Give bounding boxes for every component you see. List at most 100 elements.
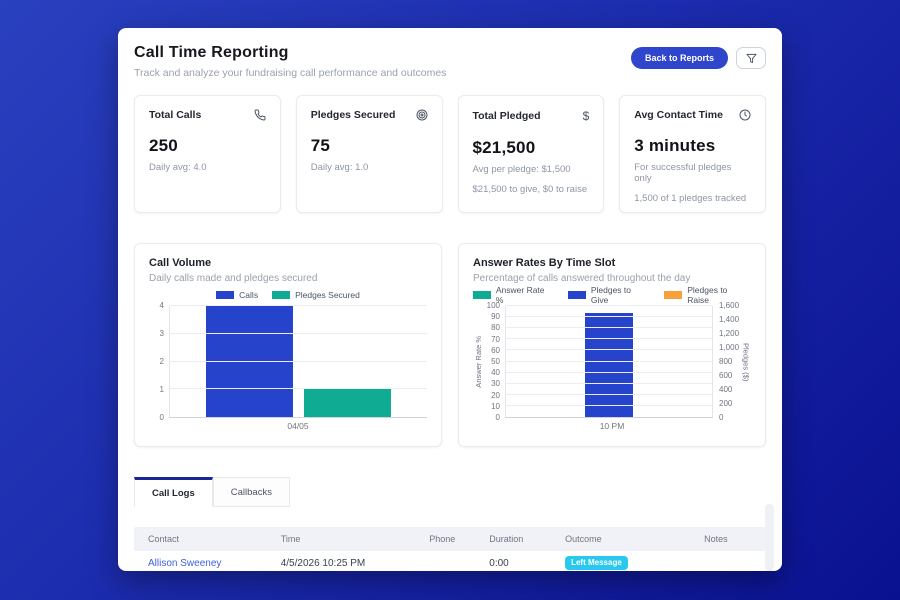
- right-y-tick-label: 1,000: [719, 343, 740, 352]
- chart-subtitle: Percentage of calls answered throughout …: [473, 273, 691, 284]
- bar-calls[interactable]: [205, 306, 294, 417]
- chart-title: Answer Rates By Time Slot: [473, 257, 616, 269]
- stat-label: Pledges Secured: [310, 109, 396, 121]
- bar-group: [170, 306, 427, 417]
- legend-label: Answer Rate %: [495, 285, 545, 305]
- stat-card-total-pledged: Total Pledged $ $21,500 Avg per pledge: …: [457, 95, 605, 213]
- right-y-tick-label: 600: [719, 371, 733, 380]
- dashboard-card: Call Time Reporting Track and analyze yo…: [118, 28, 782, 571]
- y-tick-label: 0: [159, 413, 164, 422]
- filter-button[interactable]: [736, 47, 766, 69]
- y-tick-label: 4: [159, 301, 164, 310]
- column-header-outcome: Outcome: [565, 534, 602, 544]
- right-axis-title: Pledges ($): [741, 342, 751, 382]
- duration-cell: 0:00: [489, 557, 509, 569]
- bar-pledges-secured[interactable]: [303, 389, 391, 417]
- y-tick-label: 0: [495, 413, 500, 422]
- y-tick-label: 80: [491, 323, 500, 333]
- bar-group: [506, 306, 712, 417]
- legend-label: Pledges to Give: [590, 285, 632, 305]
- right-y-tick-label: 0: [719, 413, 724, 422]
- stats-row: Total Calls 250 Daily avg: 4.0 Pledges S…: [134, 95, 766, 213]
- legend-item-pledges-to-raise[interactable]: Pledges to Raise: [664, 285, 751, 305]
- stat-subtext: 1,500 of 1 pledges tracked: [634, 193, 747, 204]
- column-header-notes: Notes: [704, 534, 728, 544]
- stat-subtext: For successful pledges only: [634, 162, 732, 184]
- right-y-tick-label: 1,600: [719, 301, 740, 310]
- y-tick-label: 90: [491, 312, 500, 322]
- left-axis-title: Answer Rate %: [473, 336, 483, 388]
- right-y-tick-label: 1,200: [719, 329, 740, 338]
- tabs: Call Logs Callbacks: [134, 477, 766, 507]
- chart-legend: Answer Rate % Pledges to Give Pledges to R…: [473, 285, 751, 305]
- x-tick-label: 04/05: [287, 421, 309, 431]
- right-y-tick-label: 1,400: [719, 315, 740, 324]
- legend-swatch: [216, 291, 235, 299]
- answer-rates-chart: Answer Rates By Time Slot Percentage of …: [458, 243, 766, 447]
- table-row: Allison Sweeney 4/5/2026 10:25 PM 0:00 L…: [134, 551, 766, 571]
- right-y-tick-label: 800: [719, 357, 733, 366]
- legend-label: Pledges to Raise: [687, 285, 728, 305]
- stat-label: Total Calls: [149, 109, 202, 121]
- target-icon: [416, 109, 428, 121]
- y-tick-label: 100: [486, 301, 500, 310]
- legend-label: Pledges Secured: [295, 290, 360, 300]
- stat-subtext: Avg per pledge: $1,500: [472, 164, 571, 175]
- stat-label: Total Pledged: [472, 110, 541, 122]
- call-logs-table: Contact Time Phone Duration Outcome Note…: [134, 527, 766, 571]
- y-tick-label: 30: [491, 379, 500, 389]
- column-header-time: Time: [280, 534, 301, 544]
- dollar-icon: $: [582, 109, 590, 123]
- legend-item-calls[interactable]: Calls: [216, 290, 258, 300]
- back-to-reports-button[interactable]: Back to Reports: [630, 47, 728, 69]
- right-y-tick-label: 200: [719, 399, 733, 408]
- header-actions: Back to Reports: [630, 47, 766, 69]
- right-y-tick-label: 400: [719, 385, 733, 394]
- plot-area: [169, 305, 427, 418]
- legend-item-pledges-to-give[interactable]: Pledges to Give: [567, 285, 650, 305]
- table-scrollbar[interactable]: [765, 504, 774, 571]
- tab-callbacks[interactable]: Callbacks: [212, 477, 290, 507]
- y-tick-label: 50: [491, 357, 500, 366]
- y-axis: 0 10 20 30 40 50 60 70 80 90 100: [483, 302, 505, 422]
- bar-pledges-to-give[interactable]: [585, 312, 633, 417]
- legend-item-answer-rate[interactable]: Answer Rate %: [473, 285, 554, 305]
- stat-value: 75: [310, 136, 331, 155]
- column-header-contact: Contact: [148, 534, 180, 544]
- legend-swatch: [473, 291, 491, 299]
- y-tick-label: 2: [159, 357, 164, 366]
- x-tick-label: 10 PM: [599, 421, 625, 431]
- legend-label: Calls: [239, 290, 259, 300]
- table-header-row: Contact Time Phone Duration Outcome Note…: [134, 527, 766, 551]
- call-volume-chart: Call Volume Daily calls made and pledges…: [134, 243, 442, 447]
- time-cell: 4/5/2026 10:25 PM: [280, 557, 366, 569]
- y-tick-label: 3: [159, 329, 164, 338]
- funnel-icon: [745, 53, 757, 64]
- chart-subtitle: Daily calls made and pledges secured: [149, 273, 318, 284]
- stat-value: 3 minutes: [634, 136, 716, 155]
- legend-item-pledges-secured[interactable]: Pledges Secured: [272, 290, 360, 300]
- stat-card-pledges-secured: Pledges Secured 75 Daily avg: 1.0: [295, 95, 443, 213]
- stat-label: Avg Contact Time: [634, 109, 723, 121]
- contact-link[interactable]: Allison Sweeney: [148, 557, 222, 569]
- plot-area: [505, 305, 713, 418]
- tab-call-logs[interactable]: Call Logs: [134, 477, 213, 507]
- y-tick-label: 1: [159, 385, 164, 394]
- page-subtitle: Track and analyze your fundraising call …: [134, 67, 447, 79]
- clock-icon: [739, 109, 751, 121]
- legend-swatch: [567, 291, 586, 299]
- stat-card-avg-contact-time: Avg Contact Time 3 minutes For successfu…: [619, 95, 766, 213]
- right-y-axis: 0 200 400 600 800 1,000 1,200 1,400 1,600: [713, 302, 741, 422]
- page-title: Call Time Reporting: [134, 44, 289, 61]
- y-axis: 0 1 2 3 4: [149, 302, 169, 422]
- y-tick-label: 10: [491, 401, 500, 411]
- stat-subtext: $21,500 to give, $0 to raise: [472, 184, 588, 195]
- column-header-phone: Phone: [429, 534, 456, 544]
- chart-legend: Calls Pledges Secured: [149, 290, 427, 300]
- legend-swatch: [272, 291, 291, 299]
- stat-subtext: Daily avg: 1.0: [310, 162, 369, 173]
- stat-value: 250: [149, 136, 178, 155]
- y-tick-label: 20: [491, 390, 500, 400]
- outcome-badge: Left Message: [565, 556, 628, 570]
